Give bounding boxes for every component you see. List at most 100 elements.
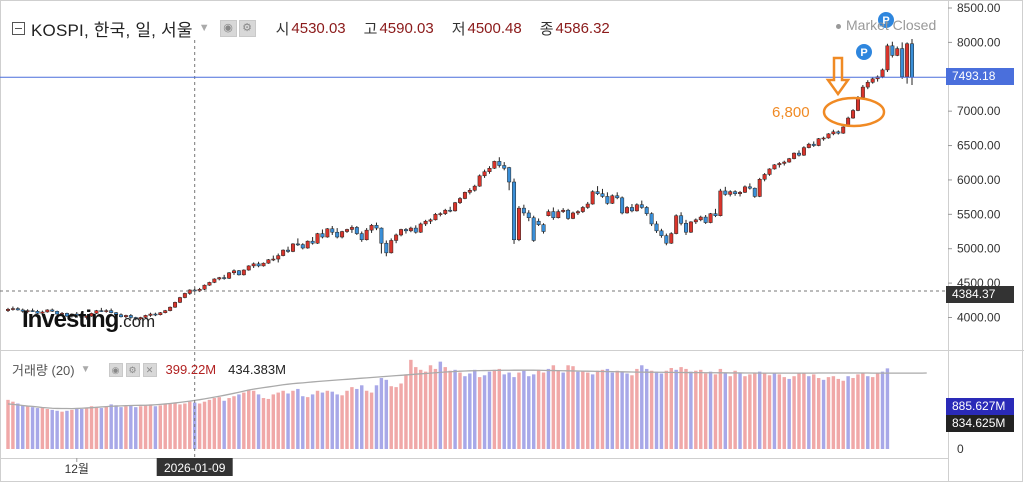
market-status: Market Closed [836,17,936,33]
volume-bar [635,368,639,449]
close-icon[interactable]: ✕ [142,362,157,377]
candle-body [79,315,84,318]
candle-body [64,313,69,317]
candle-body [40,311,45,314]
candle-body [782,161,787,164]
volume-bar [644,368,649,449]
volume-bar [438,361,443,449]
volume-bar [713,374,718,449]
candle-body [217,277,222,280]
candle-body [703,216,708,223]
candle-body [541,224,546,232]
chevron-down-icon[interactable]: ▼ [198,22,210,34]
candle-body [629,207,634,212]
volume-bar [748,374,752,449]
volume-bar [16,403,20,449]
candle-body [575,211,580,214]
crosshair-date-box [156,458,233,476]
volume-bar [684,368,688,449]
volume-bar [630,375,634,449]
volume-bar [870,377,875,449]
volume-bar [522,370,526,449]
volume-bar [173,402,177,449]
volume-bar [119,407,123,449]
candle-body [610,195,615,204]
volume-bar [846,376,850,449]
volume-bar [669,368,673,449]
y-tick-label: 4000.00 [957,310,1001,324]
annotation-ellipse [822,96,886,128]
candle-body [679,215,684,224]
volume-bar [222,400,226,449]
volume-bar [129,405,133,449]
volume-bar [880,371,885,449]
eye-icon[interactable]: ◉ [108,362,123,377]
volume-bar [35,408,40,449]
candle-body [757,179,762,197]
close-value: 4586.32 [555,19,610,37]
candle-body [104,310,109,312]
volume-bar [477,377,482,449]
volume-bar [556,370,560,449]
candle-body [10,308,15,310]
volume-bar [188,401,192,449]
volume-bar [527,376,531,449]
volume-bar [143,405,148,449]
candle-body [462,192,467,199]
volume-bar [502,374,506,449]
volume-bar [458,372,462,449]
candle-body [295,243,300,246]
candle-body [561,209,566,212]
candle-body [816,138,821,146]
candle-body [261,262,266,267]
volume-bar [600,369,605,449]
volume-bar [699,369,703,449]
candle-body [477,175,482,187]
volume-bar [851,378,855,449]
volume-header: 거래량 (20) ▼ ◉ ⚙ ✕ 399.22M 434.383M [12,360,286,379]
candle-body [556,211,561,219]
volume-bar [242,392,246,449]
volume-bar [841,380,845,449]
volume-bar [217,397,221,449]
investing-logo: Investing.com [22,306,156,333]
volume-bar [384,379,389,449]
volume-bar [271,394,276,449]
candle-body [752,187,757,197]
candle-body [433,214,438,221]
gear-icon[interactable]: ⚙ [125,362,140,377]
candle-body [787,158,792,163]
candle-body [207,282,212,286]
volume-bar [418,369,423,449]
candle-body [526,212,531,219]
instrument-title[interactable]: KOSPI, 한국, 일, 서울 [31,20,193,40]
candle-body [349,227,354,230]
candle-body [369,225,374,231]
gear-icon[interactable]: ⚙ [238,19,256,37]
candle-body [25,310,30,312]
collapse-icon[interactable] [12,21,25,35]
candle-body [688,221,693,233]
volume-bar [55,410,59,449]
candle-body [173,302,178,308]
open-value: 4530.03 [291,19,346,37]
volume-title[interactable]: 거래량 (20) [12,363,75,378]
chevron-down-icon[interactable]: ▼ [80,364,91,375]
volume-bar [183,403,187,449]
y-tick-label: 6000.00 [957,173,1001,187]
candle-body [94,310,99,314]
volume-bar [821,379,826,449]
candle-body [590,191,595,205]
p-marker-icon [856,44,872,60]
candle-body [276,255,281,260]
candle-body [664,235,669,244]
candle-body [20,309,25,312]
candle-body [482,171,487,177]
eye-icon[interactable]: ◉ [219,19,237,37]
candle-body [870,78,875,83]
candle-body [738,192,743,194]
candle-body [227,272,232,279]
candle-body [497,161,502,166]
volume-bar [787,378,791,449]
